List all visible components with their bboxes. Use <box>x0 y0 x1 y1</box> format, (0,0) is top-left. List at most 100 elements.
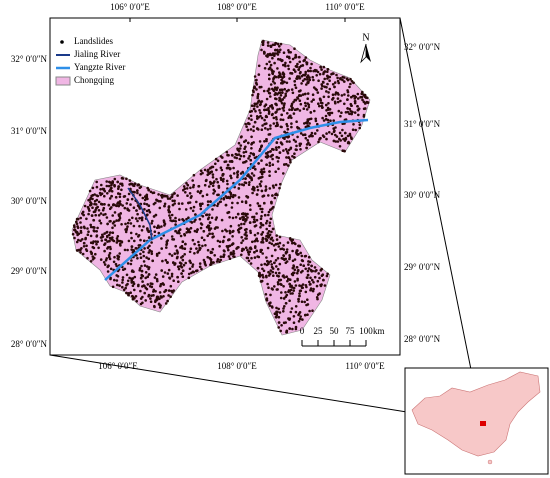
landslide-dot <box>176 231 179 235</box>
landslide-dot <box>350 137 353 140</box>
landslide-dot <box>272 205 275 209</box>
landslide-dot <box>297 68 301 71</box>
landslide-dot <box>353 97 357 100</box>
landslide-dot <box>229 251 233 255</box>
landslide-dot <box>235 153 239 157</box>
landslide-dot <box>146 227 149 230</box>
landslide-dot <box>300 254 304 258</box>
landslide-dot <box>177 280 180 284</box>
landslide-dot <box>269 95 272 98</box>
landslide-dot <box>154 299 157 302</box>
landslide-dot <box>305 62 309 66</box>
landslide-dot <box>95 198 99 202</box>
landslide-dot <box>173 199 176 203</box>
landslide-dot <box>250 104 254 107</box>
landslide-dot <box>255 218 259 222</box>
landslide-dot <box>327 95 330 99</box>
landslide-dot <box>291 91 295 95</box>
landslide-dot <box>298 294 301 298</box>
landslide-dot <box>129 262 133 266</box>
landslide-dot <box>260 128 264 131</box>
landslide-points <box>71 39 370 334</box>
landslide-dot <box>191 263 195 266</box>
landslide-dot <box>300 259 304 262</box>
landslide-dot <box>333 85 336 89</box>
landslide-dot <box>85 244 88 248</box>
landslide-dot <box>291 266 295 270</box>
landslide-dot <box>290 239 294 243</box>
landslide-dot <box>191 238 195 242</box>
landslide-dot <box>228 229 231 233</box>
landslide-dot <box>260 159 263 162</box>
landslide-dot <box>290 104 293 108</box>
landslide-dot <box>256 202 260 205</box>
landslide-dot <box>246 248 249 252</box>
landslide-dot <box>262 167 266 171</box>
landslide-dot <box>287 67 291 71</box>
landslide-dot <box>123 248 127 252</box>
landslide-dot <box>107 203 111 207</box>
legend-chongqing <box>55 76 71 86</box>
landslide-dot <box>274 248 277 252</box>
landslide-dot <box>266 282 269 286</box>
landslide-dot <box>361 98 364 102</box>
legend-label: Chongqing <box>74 75 115 85</box>
landslide-dot <box>120 240 123 243</box>
landslide-dot <box>273 285 276 288</box>
landslide-dot <box>212 235 215 238</box>
landslide-dot <box>75 217 79 221</box>
landslide-dot <box>190 195 193 198</box>
landslide-dot <box>104 212 107 216</box>
landslide-dot <box>145 256 148 259</box>
landslide-dot <box>139 276 143 280</box>
landslide-dot <box>274 242 278 246</box>
landslide-dot <box>165 246 168 249</box>
landslide-dot <box>252 141 255 144</box>
landslide-dot <box>127 192 131 196</box>
landslide-dot <box>334 133 337 137</box>
landslide-dot <box>203 260 206 264</box>
landslide-dot <box>275 306 278 310</box>
landslide-dot <box>289 288 293 292</box>
landslide-dot <box>106 235 109 239</box>
landslide-dot <box>202 230 206 233</box>
landslide-dot <box>218 200 222 204</box>
landslide-dot <box>267 106 270 110</box>
landslide-dot <box>205 193 209 196</box>
landslide-dot <box>136 191 139 195</box>
landslide-dot <box>117 255 121 258</box>
landslide-dot <box>128 179 132 182</box>
landslide-dot <box>183 253 186 256</box>
landslide-dot <box>152 294 155 297</box>
landslide-dot <box>212 192 215 195</box>
landslide-dot <box>105 216 109 219</box>
landslide-dot <box>143 247 146 250</box>
landslide-dot <box>306 92 310 95</box>
landslide-dot <box>178 218 181 221</box>
landslide-dot <box>126 198 130 201</box>
landslide-dot <box>327 112 330 115</box>
landslide-dot <box>363 102 367 105</box>
landslide-dot <box>117 219 120 222</box>
landslide-dot <box>308 260 312 264</box>
landslide-dot <box>331 83 335 86</box>
landslide-dot <box>296 135 299 139</box>
landslide-dot <box>328 131 331 134</box>
landslide-dot <box>111 285 115 289</box>
scale-label: 100 <box>359 326 373 336</box>
landslide-dot <box>267 236 270 239</box>
landslide-dot <box>195 247 198 250</box>
landslide-dot <box>248 221 252 224</box>
landslide-dot <box>320 87 323 90</box>
landslide-dot <box>269 127 272 130</box>
landslide-dot <box>266 151 270 154</box>
landslide-dot <box>226 182 229 186</box>
landslide-dot <box>293 108 297 111</box>
landslide-dot <box>228 257 232 261</box>
landslide-dot <box>124 286 127 290</box>
landslide-dot <box>317 272 321 275</box>
landslide-dot <box>225 196 229 200</box>
landslide-dot <box>340 111 343 114</box>
landslide-dot <box>176 265 180 269</box>
landslide-dot <box>299 102 303 106</box>
